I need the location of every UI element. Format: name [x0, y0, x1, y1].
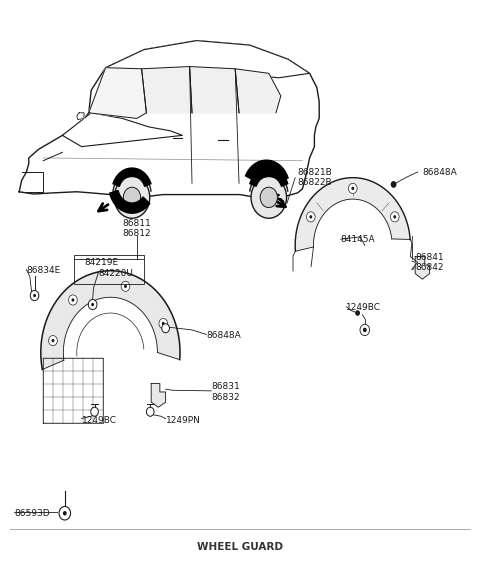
Polygon shape — [77, 113, 84, 120]
Polygon shape — [113, 168, 151, 186]
Text: 1249PN: 1249PN — [166, 416, 201, 425]
Circle shape — [59, 506, 71, 520]
Text: 84219E: 84219E — [84, 258, 118, 267]
Text: 86811
86812: 86811 86812 — [122, 219, 151, 238]
Polygon shape — [142, 67, 192, 113]
Text: WHEEL GUARD: WHEEL GUARD — [197, 542, 283, 552]
Text: 86848A: 86848A — [206, 331, 241, 340]
Polygon shape — [415, 257, 430, 279]
Circle shape — [251, 177, 287, 218]
Circle shape — [63, 511, 67, 515]
Text: 86821B
86822B: 86821B 86822B — [298, 168, 332, 187]
Circle shape — [30, 290, 39, 301]
Circle shape — [393, 215, 396, 219]
Circle shape — [121, 281, 130, 292]
Polygon shape — [245, 160, 288, 182]
Circle shape — [88, 299, 97, 310]
Polygon shape — [41, 271, 180, 369]
Text: 86593D: 86593D — [14, 509, 50, 518]
Polygon shape — [62, 113, 182, 147]
Circle shape — [159, 319, 168, 329]
Circle shape — [33, 294, 36, 297]
Circle shape — [48, 336, 57, 346]
Polygon shape — [190, 67, 239, 113]
Polygon shape — [110, 191, 150, 213]
Circle shape — [91, 407, 98, 416]
Polygon shape — [106, 41, 310, 83]
Circle shape — [307, 212, 315, 222]
Text: 86848A: 86848A — [422, 168, 457, 177]
Circle shape — [114, 177, 150, 218]
Circle shape — [69, 295, 77, 305]
Circle shape — [391, 181, 396, 188]
Circle shape — [310, 215, 312, 219]
Text: 1249BC: 1249BC — [82, 416, 117, 425]
Text: 1249BC: 1249BC — [346, 303, 381, 312]
Text: 84145A: 84145A — [341, 235, 375, 244]
Circle shape — [146, 407, 154, 416]
Circle shape — [51, 339, 54, 342]
Circle shape — [360, 324, 370, 336]
Circle shape — [162, 324, 169, 333]
Circle shape — [351, 187, 354, 190]
Circle shape — [390, 212, 399, 222]
Polygon shape — [295, 178, 410, 251]
Polygon shape — [250, 168, 288, 186]
Circle shape — [72, 298, 74, 302]
Bar — [74, 255, 144, 284]
Circle shape — [260, 187, 277, 208]
Circle shape — [348, 183, 357, 193]
Text: 86831
86832: 86831 86832 — [211, 382, 240, 402]
Polygon shape — [235, 69, 281, 113]
Text: 86841
86842: 86841 86842 — [415, 253, 444, 272]
Polygon shape — [151, 384, 166, 407]
Circle shape — [123, 187, 141, 208]
Circle shape — [162, 322, 165, 325]
Polygon shape — [89, 68, 146, 118]
Circle shape — [91, 303, 94, 306]
Circle shape — [363, 328, 367, 332]
Text: 84220U: 84220U — [98, 269, 133, 278]
Circle shape — [355, 310, 360, 316]
Circle shape — [124, 285, 127, 288]
Text: 86834E: 86834E — [26, 266, 60, 275]
Polygon shape — [19, 41, 319, 197]
